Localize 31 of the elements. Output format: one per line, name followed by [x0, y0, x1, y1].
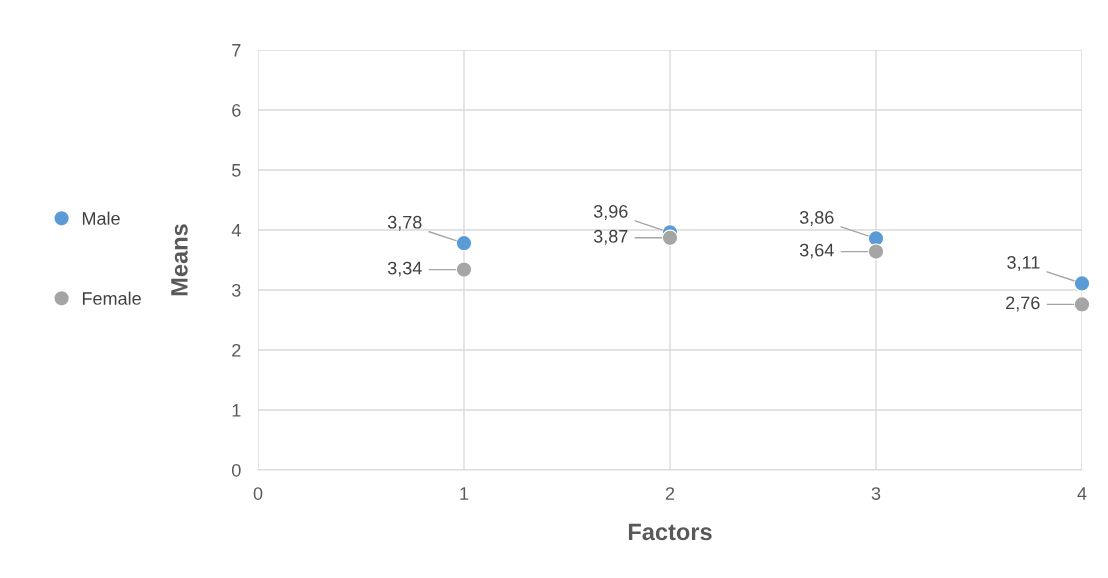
data-label: 3,96: [593, 205, 628, 220]
y-tick-label: 3: [231, 283, 241, 297]
data-label: 3,64: [799, 243, 834, 259]
point: [455, 235, 473, 252]
point: [867, 243, 885, 260]
x-tick-label: 4: [1077, 487, 1087, 500]
point: [455, 261, 473, 278]
y-tick-label: 5: [232, 164, 241, 177]
data-label: 3,11: [1007, 256, 1040, 271]
y-tick-label: 4: [231, 224, 241, 237]
y-tick-label: 2: [232, 343, 241, 357]
y-tick-label: 0: [232, 463, 241, 477]
data-label: 3,87: [593, 229, 628, 245]
y-tick-label: 1: [232, 404, 241, 417]
x-tick-label: 3: [871, 487, 881, 500]
legend-label: Male: [82, 211, 120, 225]
x-tick-label: 1: [460, 487, 469, 500]
x-axis-title: Factors: [628, 523, 712, 541]
y-tick-label: 6: [232, 103, 241, 117]
data-label: 3,86: [799, 211, 834, 226]
data-label: 3,34: [387, 261, 422, 277]
point: [1073, 275, 1091, 292]
y-axis-title: Means: [171, 224, 188, 296]
legend-label: Female: [82, 291, 141, 305]
data-label: 3,78: [387, 215, 422, 231]
data-label: 2,76: [1006, 296, 1040, 312]
point: [1073, 296, 1091, 313]
x-tick-label: 2: [665, 487, 675, 500]
y-tick-label: 7: [232, 44, 241, 57]
point: [661, 229, 679, 246]
x-tick-label: 0: [253, 487, 263, 500]
